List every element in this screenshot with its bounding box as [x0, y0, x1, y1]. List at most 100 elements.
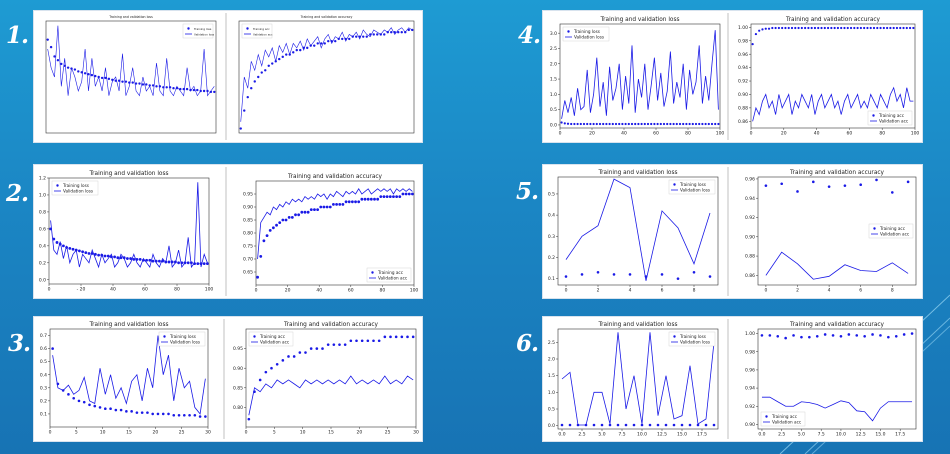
chart-number-5: 5. — [516, 178, 539, 205]
6-loss-training-point — [664, 423, 668, 427]
1-loss-training-point — [202, 89, 206, 93]
1-loss-legend-label: Training loss — [193, 27, 212, 31]
4-acc-training-point — [777, 26, 780, 30]
1-loss-training-point — [77, 70, 80, 73]
4-acc-training-point — [810, 26, 813, 30]
1-loss-training-point — [121, 80, 124, 83]
2-acc-training-point — [325, 205, 329, 209]
6-acc-training-point — [879, 334, 882, 337]
2-acc-training-point — [357, 200, 361, 204]
3-acc-training-point — [292, 355, 296, 358]
2-loss-training-point — [129, 257, 132, 260]
4-loss-plot-frame — [559, 23, 721, 129]
4-loss-training-point — [573, 122, 576, 126]
3-acc-title: Training and validation accuracy — [283, 322, 379, 328]
1-loss-training-point — [49, 45, 53, 49]
1-loss-legend-label: Validation loss — [194, 33, 215, 37]
2-loss-training-point — [132, 258, 136, 261]
chart-pair-3-svg: Training and validation loss 0 5 10 15 20 25 30… — [40, 319, 419, 439]
4-loss-validation-line — [561, 30, 719, 119]
4-acc-training-point — [899, 26, 902, 30]
6-acc-training-point — [823, 333, 827, 336]
3-loss-training-point — [93, 404, 97, 408]
2-acc-ytick: 0.90 — [243, 205, 253, 211]
6-acc-training-point — [863, 334, 866, 338]
3-loss-training-point — [109, 407, 112, 411]
4-loss-training-point — [675, 122, 678, 126]
2-loss-xtick: 80 — [174, 287, 180, 293]
3-loss-training-point — [161, 412, 165, 416]
2-loss-training-point — [113, 255, 116, 259]
3-acc-training-point — [270, 366, 273, 370]
1-acc-training-point — [316, 42, 319, 45]
3-acc-chart: Training and validation accuracy 0 5 10 15 20… — [233, 322, 419, 436]
2-acc-training-point — [316, 208, 320, 211]
2-acc-xtick: 100 — [410, 288, 419, 294]
2-acc-training-point — [369, 197, 373, 201]
1-acc-training-point — [285, 53, 288, 56]
5-loss-validation-line — [565, 178, 711, 281]
2-acc-training-point — [388, 195, 392, 198]
3-acc-training-point — [389, 335, 392, 339]
6-loss-training-point — [648, 423, 652, 427]
5-loss-legend-label: Validation loss — [680, 188, 710, 193]
3-acc-xtick: 0 — [245, 430, 248, 436]
3-loss-xtick: 25 — [179, 430, 185, 436]
5-loss-xtick: 8 — [693, 288, 696, 294]
6-loss-ytick: 2.5 — [548, 340, 555, 346]
4-loss-training-point — [563, 122, 566, 125]
1-loss-training-point — [145, 83, 148, 86]
4-loss-xtick: 60 — [653, 131, 659, 137]
2-acc-training-point — [344, 200, 348, 204]
1-loss-training-point — [80, 71, 83, 74]
4-acc-training-point — [902, 26, 905, 30]
2-loss-training-point — [68, 246, 72, 250]
4-acc-training-point — [797, 26, 800, 30]
chart-pair-1-svg: Training and validation loss Training los… — [45, 13, 415, 140]
2-loss-training-point — [84, 251, 88, 255]
4-acc-training-point — [826, 26, 830, 30]
4-loss-training-point — [707, 122, 710, 126]
4-loss-ytick: 2.0 — [550, 61, 557, 67]
6-acc-training-point — [910, 332, 914, 335]
6-acc-training-point — [815, 334, 819, 338]
3-loss-training-point — [177, 413, 181, 417]
3-loss-xtick: 30 — [205, 430, 211, 436]
1-loss-training-point — [104, 76, 107, 80]
4-loss-training-point — [608, 122, 611, 126]
6-acc-xtick: 5.0 — [798, 432, 805, 438]
4-loss-training-point — [650, 122, 653, 126]
4-loss-training-point — [662, 122, 666, 126]
chart-number-2: 2. — [6, 180, 29, 207]
1-acc-training-point — [334, 39, 337, 43]
chart-pair-2: Training and validation loss 0 - 20 40 60 80 1… — [33, 164, 423, 299]
5-acc-ytick: 0.88 — [745, 254, 755, 260]
2-acc-legend-label: Training acc — [377, 270, 404, 275]
5-acc-training-point — [780, 182, 783, 186]
2-loss-training-point — [206, 262, 209, 266]
4-acc-training-point — [872, 26, 876, 30]
1-acc-training-point — [400, 31, 403, 34]
2-acc-training-point — [328, 205, 332, 209]
1-acc-training-point — [260, 71, 263, 74]
4-acc-ytick: 0.88 — [738, 105, 748, 111]
4-acc-ytick: 1.00 — [738, 25, 748, 31]
1-loss-validation-line — [47, 25, 215, 97]
6-acc-training-point — [894, 334, 898, 338]
4-loss-training-point — [694, 122, 698, 126]
4-loss-training-point — [634, 122, 637, 126]
2-acc-training-point — [363, 197, 367, 201]
4-acc-xtick: 20 — [781, 131, 787, 137]
5-acc-training-point — [891, 191, 894, 194]
2-loss-training-point — [148, 258, 152, 262]
5-acc-xtick: 4 — [828, 288, 831, 294]
4-acc-training-point — [830, 26, 833, 30]
2-loss-training-point — [158, 259, 161, 263]
6-acc-validation-line — [761, 396, 913, 422]
2-loss-training-point — [94, 252, 97, 256]
4-loss-training-point — [624, 122, 627, 126]
4-loss-legend-label: Training loss — [573, 29, 600, 34]
6-loss-training-point — [704, 423, 708, 427]
3-acc-xtick: 20 — [356, 430, 362, 436]
